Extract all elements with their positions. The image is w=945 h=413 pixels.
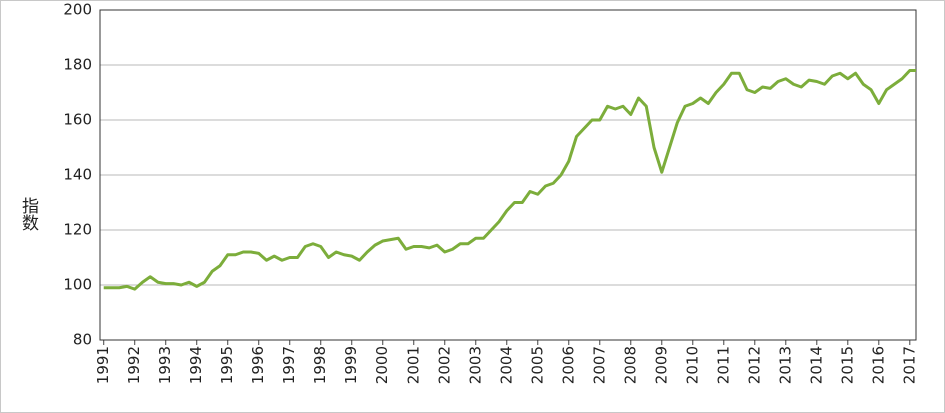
- x-tick-label: 2010: [683, 346, 701, 384]
- x-tick-label: 2016: [869, 346, 887, 384]
- x-tick-label: 2001: [404, 346, 422, 384]
- x-tick-label: 1991: [94, 346, 112, 384]
- y-tick-label: 140: [63, 166, 92, 184]
- x-tick-label: 2008: [621, 346, 639, 384]
- y-tick-label: 100: [63, 276, 92, 294]
- x-tick-label: 2000: [373, 346, 391, 384]
- y-tick-label: 180: [63, 56, 92, 74]
- y-tick-label: 160: [63, 111, 92, 129]
- plot-border: [99, 9, 917, 341]
- x-tick-label: 2004: [497, 346, 515, 384]
- x-tick-label: 2007: [590, 346, 608, 384]
- x-tick-label: 1992: [125, 346, 143, 384]
- y-tick-label: 120: [63, 221, 92, 239]
- x-tick-label: 1993: [156, 346, 174, 384]
- x-tick-label: 2009: [652, 346, 670, 384]
- y-tick-label: 80: [73, 331, 92, 349]
- x-tick-label: 1995: [218, 346, 236, 384]
- x-tick-label: 2002: [435, 346, 453, 384]
- x-tick-label: 2006: [559, 346, 577, 384]
- x-tick-label: 2013: [776, 346, 794, 384]
- x-tick-label: 2012: [745, 346, 763, 384]
- x-tick-label: 2011: [714, 346, 732, 384]
- x-tick-label: 1998: [311, 346, 329, 384]
- x-tick-label: 2017: [900, 346, 918, 384]
- line-series: [103, 69, 916, 291]
- x-tick-label: 1996: [249, 346, 267, 384]
- y-tick-label: 200: [63, 1, 92, 19]
- x-tick-label: 2015: [838, 346, 856, 384]
- x-tick-label: 1997: [280, 346, 298, 384]
- x-tick-label: 2014: [807, 346, 825, 384]
- x-tick-label: 2003: [466, 346, 484, 384]
- x-tick-label: 1999: [342, 346, 360, 384]
- x-tick-label: 2005: [528, 346, 546, 384]
- y-axis-label: 指数: [18, 197, 39, 231]
- x-tick-label: 1994: [187, 346, 205, 384]
